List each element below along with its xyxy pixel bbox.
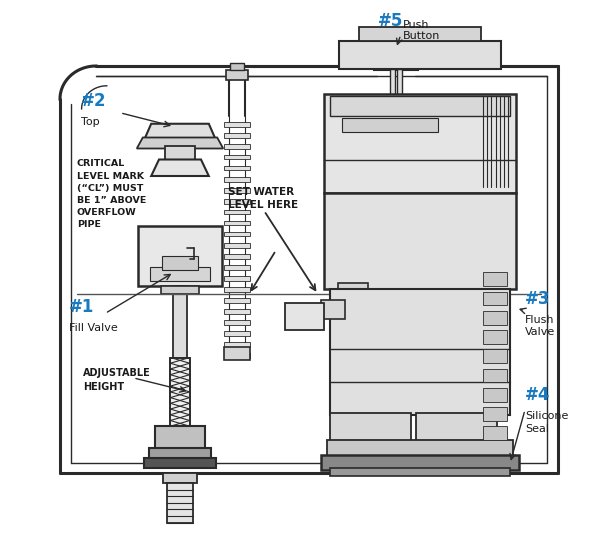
Bar (224, 287, 250, 292)
Bar (224, 133, 250, 138)
Bar (416, 412, 497, 443)
Bar (483, 426, 507, 440)
Bar (224, 188, 250, 192)
Bar (386, 44, 406, 51)
Bar (224, 298, 250, 302)
Bar (161, 286, 199, 294)
Bar (162, 256, 198, 270)
Bar (338, 283, 368, 305)
Text: CRITICAL
LEVEL MARK
(“CL”) MUST
BE 1” ABOVE
OVERFLOW
PIPE: CRITICAL LEVEL MARK (“CL”) MUST BE 1” AB… (77, 160, 146, 229)
Bar (226, 70, 248, 80)
Bar (144, 458, 216, 468)
Text: #4: #4 (525, 386, 551, 404)
Bar (324, 94, 516, 192)
Bar (483, 407, 507, 421)
Bar (224, 177, 250, 182)
Bar (224, 320, 250, 324)
Bar (163, 473, 197, 483)
Text: Button: Button (403, 31, 440, 41)
Polygon shape (137, 138, 223, 148)
Text: Silicone: Silicone (525, 411, 568, 421)
Bar (330, 412, 410, 443)
Bar (390, 69, 395, 96)
Bar (285, 302, 324, 330)
Bar (342, 118, 438, 132)
Bar (340, 41, 500, 69)
Text: Push: Push (403, 20, 430, 30)
Bar (483, 368, 507, 382)
Bar (330, 468, 510, 476)
Bar (224, 254, 250, 258)
Bar (483, 272, 507, 286)
Bar (383, 48, 410, 58)
Bar (150, 267, 210, 280)
Bar (483, 388, 507, 402)
Bar (359, 28, 481, 41)
Bar (224, 155, 250, 159)
Text: Valve: Valve (525, 327, 555, 337)
Bar (397, 69, 402, 96)
Bar (483, 349, 507, 363)
Text: Fill Valve: Fill Valve (69, 323, 118, 333)
Bar (170, 358, 190, 426)
Bar (324, 192, 516, 289)
Polygon shape (143, 124, 217, 143)
Text: Seal: Seal (525, 424, 549, 433)
Bar (330, 96, 510, 116)
Bar (224, 342, 250, 346)
Bar (483, 330, 507, 344)
Text: #2: #2 (81, 92, 107, 110)
Bar (327, 440, 513, 456)
Bar (224, 243, 250, 248)
Text: #3: #3 (525, 290, 551, 308)
Text: SET WATER
LEVEL HERE: SET WATER LEVEL HERE (228, 187, 298, 210)
Bar (374, 58, 418, 70)
Bar (224, 265, 250, 270)
Bar (167, 483, 193, 522)
Bar (483, 311, 507, 324)
Text: Flush: Flush (525, 315, 554, 325)
Bar (230, 63, 244, 70)
Bar (224, 346, 250, 360)
Bar (224, 232, 250, 236)
Text: #1: #1 (69, 298, 94, 316)
Bar (149, 448, 211, 459)
Bar (224, 122, 250, 126)
Polygon shape (151, 160, 209, 176)
Bar (224, 144, 250, 149)
Bar (224, 276, 250, 280)
Text: #5: #5 (378, 12, 403, 30)
Bar (224, 166, 250, 170)
Bar (224, 199, 250, 204)
Bar (224, 210, 250, 215)
Bar (173, 286, 187, 429)
Bar (321, 455, 519, 470)
Bar (224, 331, 250, 336)
Bar (224, 221, 250, 225)
Bar (224, 309, 250, 313)
Bar (155, 426, 205, 451)
Bar (321, 300, 345, 319)
Bar (224, 353, 250, 358)
Bar (483, 292, 507, 305)
Bar (138, 226, 222, 286)
Bar (330, 289, 510, 415)
Bar (165, 146, 195, 159)
Text: Top: Top (81, 117, 100, 127)
Text: ADJUSTABLE
HEIGHT: ADJUSTABLE HEIGHT (83, 368, 151, 392)
